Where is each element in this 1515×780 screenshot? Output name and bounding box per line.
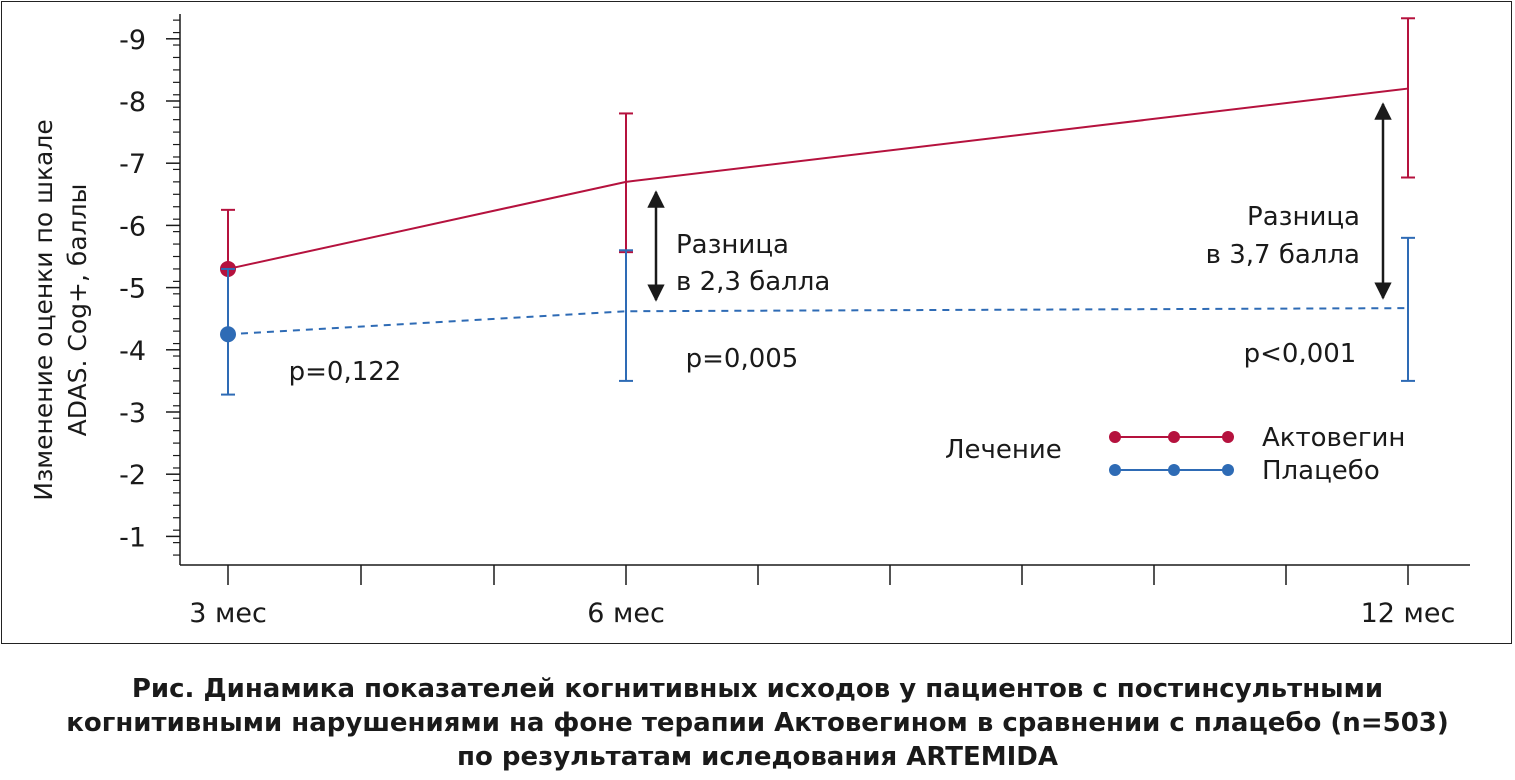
- legend-marker: [1222, 464, 1234, 476]
- axes: -1 -2 -3 -4 -5 -6 -7 -8 -9 3 мес 6 мес 12 мес: [119, 14, 1470, 629]
- y-tick-label: -6: [119, 211, 146, 242]
- y-tick-label: -4: [119, 336, 146, 367]
- difference-label-12m: в 3,7 балла: [1206, 240, 1360, 270]
- difference-label-12m: Разница: [1247, 202, 1360, 232]
- difference-label-6m: Разница: [676, 230, 789, 260]
- y-tick-label: -1: [119, 522, 146, 553]
- caption-line-3: по результатам иследования ARTEMIDA: [456, 742, 1058, 772]
- p-value-label: p<0,001: [1244, 339, 1357, 369]
- caption-line-1: Рис. Динамика показателей когнитивных ис…: [131, 674, 1384, 704]
- series-layer: [220, 17, 1415, 396]
- p-value-label: p=0,005: [686, 344, 799, 374]
- y-tick-label: -7: [119, 149, 146, 180]
- legend-title: Лечение: [945, 435, 1062, 465]
- figure-frame: [1, 1, 1512, 644]
- x-tick-label: 12 мес: [1361, 598, 1456, 629]
- difference-label-6m: в 2,3 балла: [676, 267, 830, 297]
- data-point: [220, 326, 236, 343]
- y-axis-label: Изменение оценки по шкале ADAS. Cog+, бал…: [29, 119, 92, 500]
- p-value-label: p=0,122: [289, 357, 402, 387]
- caption-line-2: когнитивными нарушениями на фоне терапии…: [66, 708, 1449, 738]
- y-axis-label-line: Изменение оценки по шкале: [29, 119, 58, 500]
- chart: -1 -2 -3 -4 -5 -6 -7 -8 -9 3 мес 6 мес 12 мес Измен…: [29, 14, 1470, 629]
- x-tick-label: 3 мес: [189, 598, 267, 629]
- y-tick-label: -8: [119, 87, 146, 118]
- legend-entry: Плацебо: [1262, 456, 1380, 486]
- legend-marker: [1109, 464, 1121, 476]
- y-axis-label-line: ADAS. Cog+, баллы: [63, 184, 92, 437]
- y-tick-label: -5: [119, 274, 146, 305]
- y-tick-label: -9: [119, 25, 146, 56]
- figure-caption: Рис. Динамика показателей когнитивных ис…: [0, 672, 1515, 774]
- series-line: [227, 307, 1409, 336]
- x-tick-label: 6 мес: [587, 598, 665, 629]
- y-tick-label: -2: [119, 460, 146, 491]
- legend-marker: [1222, 431, 1234, 443]
- legend-entry: Актовегин: [1262, 423, 1405, 453]
- legend-marker: [1168, 431, 1180, 443]
- legend-marker: [1109, 431, 1121, 443]
- series-placebo: [220, 236, 1415, 396]
- annotations: p=0,122 p=0,005 p<0,001 Разница в 2,3 балла Р…: [289, 102, 1392, 387]
- legend-marker: [1168, 464, 1180, 476]
- series-aktovegin: [220, 17, 1415, 277]
- y-tick-label: -3: [119, 398, 146, 429]
